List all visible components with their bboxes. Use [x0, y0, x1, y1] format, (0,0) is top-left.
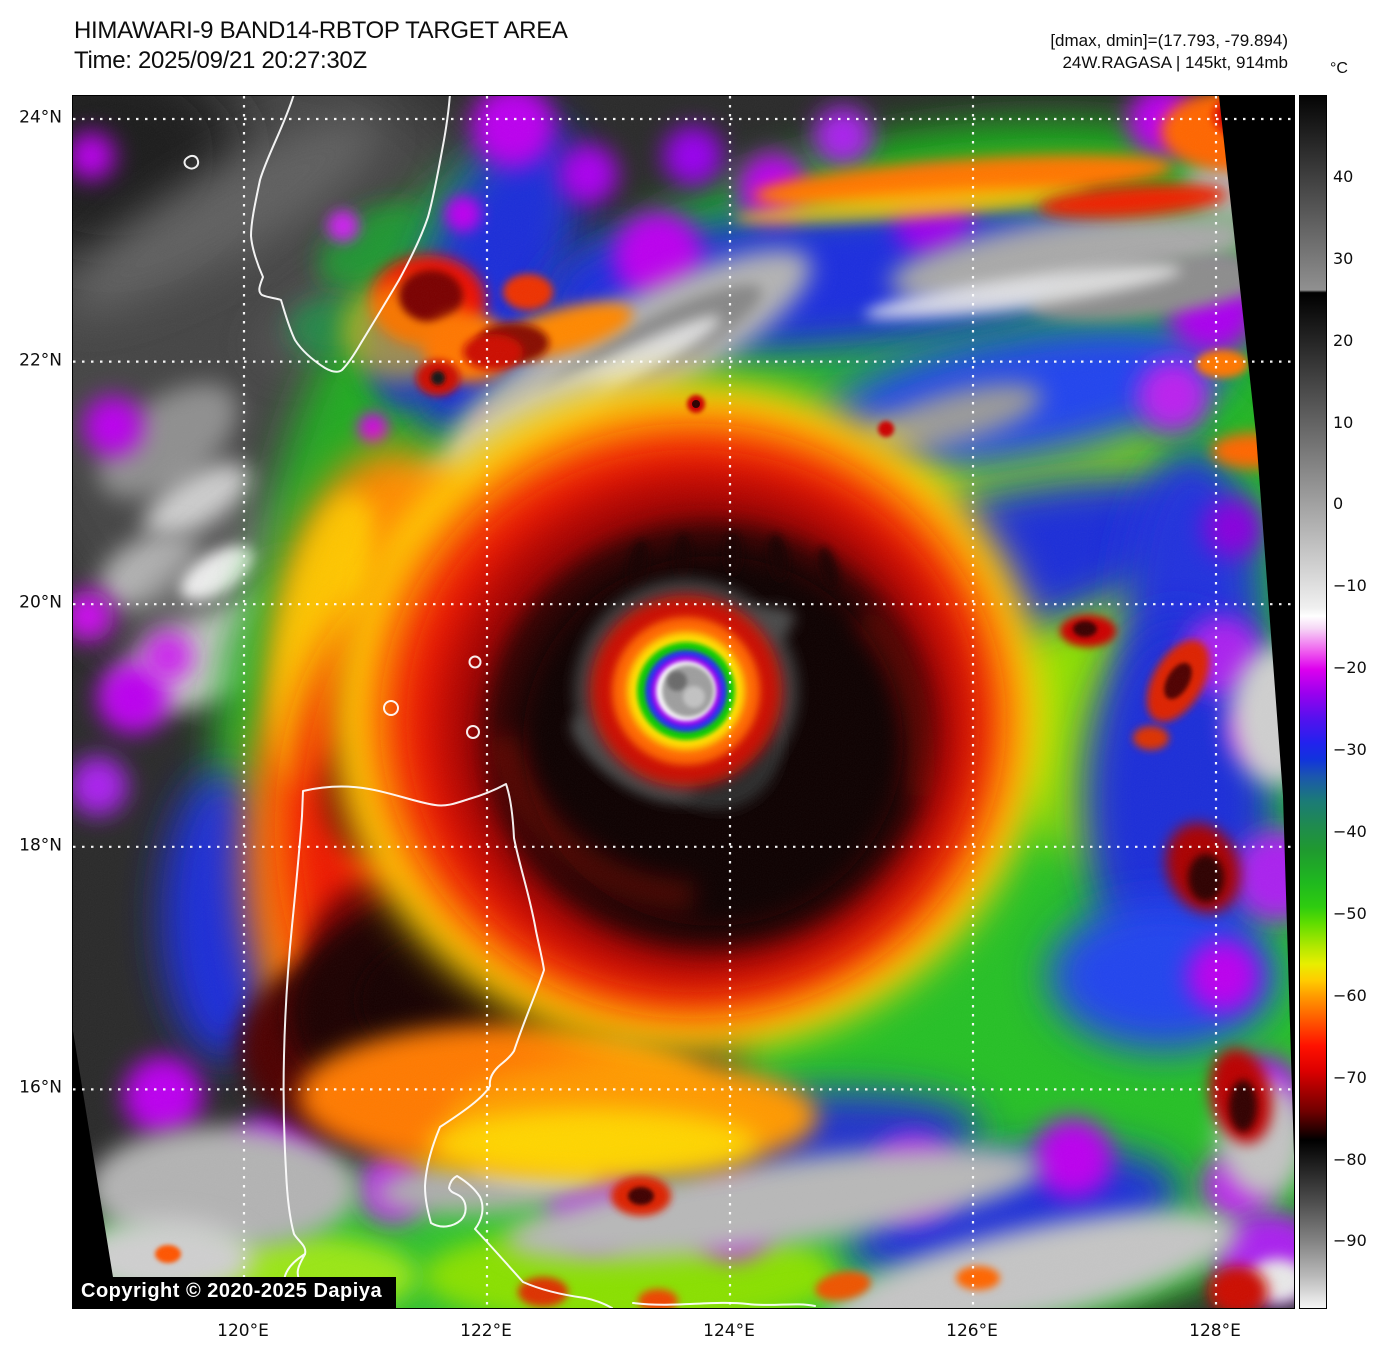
- page-title: HIMAWARI-9 BAND14-RBTOP TARGET AREA: [74, 17, 568, 44]
- map-canvas: Copyright © 2020-2025 Dapiya: [72, 95, 1295, 1309]
- island-babuyan-3: [466, 725, 480, 739]
- colorbar-tick: −10: [1333, 576, 1367, 596]
- colorbar-tick: −70: [1333, 1067, 1367, 1087]
- colorbar-tick: −40: [1333, 822, 1367, 842]
- gridlines: [73, 96, 1294, 1308]
- info-block: [dmax, dmin]=(17.793, -79.894) 24W.RAGAS…: [1050, 30, 1288, 74]
- lon-tick-label: 120°E: [217, 1321, 269, 1341]
- lon-tick-label: 122°E: [460, 1321, 512, 1341]
- lon-tick-label: 128°E: [1189, 1321, 1241, 1341]
- storm-info: 24W.RAGASA | 145kt, 914mb: [1062, 53, 1288, 72]
- lat-tick-label: 24°N: [19, 107, 62, 128]
- coastlines: [183, 96, 816, 1308]
- colorbar-tick: −50: [1333, 904, 1367, 924]
- copyright-badge: Copyright © 2020-2025 Dapiya: [73, 1277, 397, 1308]
- lon-tick-label: 124°E: [703, 1321, 755, 1341]
- island-babuyan-1: [383, 700, 399, 716]
- coastline-penghu-islands: [183, 154, 200, 170]
- colorbar-gradient: [1299, 95, 1327, 1309]
- coastline-luzon-south: [632, 1301, 816, 1307]
- island-babuyan-2: [468, 655, 482, 669]
- colorbar-unit-label: °C: [1330, 60, 1348, 77]
- coastline-luzon: [282, 783, 613, 1308]
- colorbar-tick: −90: [1333, 1231, 1367, 1251]
- colorbar-tick: 30: [1333, 248, 1354, 268]
- lat-tick-label: 18°N: [19, 835, 62, 856]
- swath-edge-black: [73, 96, 1294, 1308]
- dmax-dmin-readout: [dmax, dmin]=(17.793, -79.894): [1050, 31, 1288, 50]
- timestamp: Time: 2025/09/21 20:27:30Z: [74, 47, 367, 74]
- title-block: HIMAWARI-9 BAND14-RBTOP TARGET AREA Time…: [74, 16, 568, 76]
- colorbar-tick: 10: [1333, 412, 1354, 432]
- lat-tick-label: 22°N: [19, 350, 62, 371]
- colorbar-tick: 0: [1333, 494, 1344, 514]
- lat-tick-label: 20°N: [19, 592, 62, 613]
- colorbar-tick: −30: [1333, 740, 1367, 760]
- image-grain-overlay: [73, 96, 1294, 1308]
- lat-tick-label: 16°N: [19, 1077, 62, 1098]
- colorbar-tick: 20: [1333, 330, 1354, 350]
- colorbar-tick: 40: [1333, 167, 1354, 187]
- satellite-imagery: [73, 96, 1294, 1308]
- colorbar-tick: −80: [1333, 1149, 1367, 1169]
- colorbar-tick: −20: [1333, 658, 1367, 678]
- lon-tick-label: 126°E: [946, 1321, 998, 1341]
- colorbar-tick: −60: [1333, 985, 1367, 1005]
- coastline-taiwan: [250, 96, 451, 373]
